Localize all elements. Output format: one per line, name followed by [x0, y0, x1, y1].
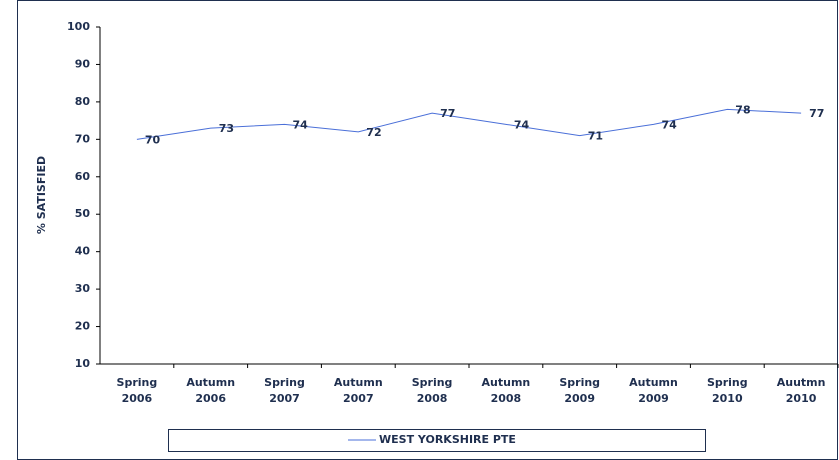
x-tick-label: Spring 2007: [264, 376, 305, 405]
data-label: 74: [293, 118, 309, 131]
legend-box: [168, 429, 706, 452]
y-tick-label: 10: [75, 357, 91, 370]
data-label: 71: [588, 130, 603, 143]
y-tick-label: 60: [75, 170, 91, 183]
line: [136, 108, 802, 140]
y-tick-label: 100: [67, 20, 90, 33]
data-label: 78: [735, 103, 750, 116]
x-tick-label: Spring 2006: [117, 376, 158, 405]
x-tick-label: Autumn 2006: [186, 376, 235, 405]
y-tick-label: 80: [75, 95, 91, 108]
y-tick-label: 20: [75, 320, 91, 333]
x-tick-label: Autumn 2009: [629, 376, 678, 405]
y-tick-label: 90: [75, 57, 91, 70]
data-label: 77: [809, 107, 824, 120]
chart-border: [17, 0, 838, 460]
y-axis-label: % SATISFIED: [35, 156, 48, 234]
data-label: 74: [662, 118, 678, 131]
x-tick-label: Autumn 2007: [334, 376, 383, 405]
y-tick-label: 70: [75, 132, 91, 145]
data-label: 70: [145, 133, 161, 146]
data-label: 73: [219, 122, 234, 135]
x-tick-label: Auutmn 2010: [777, 376, 826, 405]
x-tick-label: Spring 2010: [707, 376, 748, 405]
data-label: 77: [440, 107, 455, 120]
legend-label: WEST YORKSHIRE PTE: [379, 433, 516, 446]
y-tick-label: 40: [75, 245, 91, 258]
data-label: 72: [366, 126, 381, 139]
x-tick-label: Spring 2009: [559, 376, 600, 405]
data-label: 74: [514, 118, 530, 131]
y-tick-label: 50: [75, 207, 91, 220]
y-tick-label: 30: [75, 282, 91, 295]
x-tick-label: Autumn 2008: [482, 376, 531, 405]
x-tick-label: Spring 2008: [412, 376, 453, 405]
